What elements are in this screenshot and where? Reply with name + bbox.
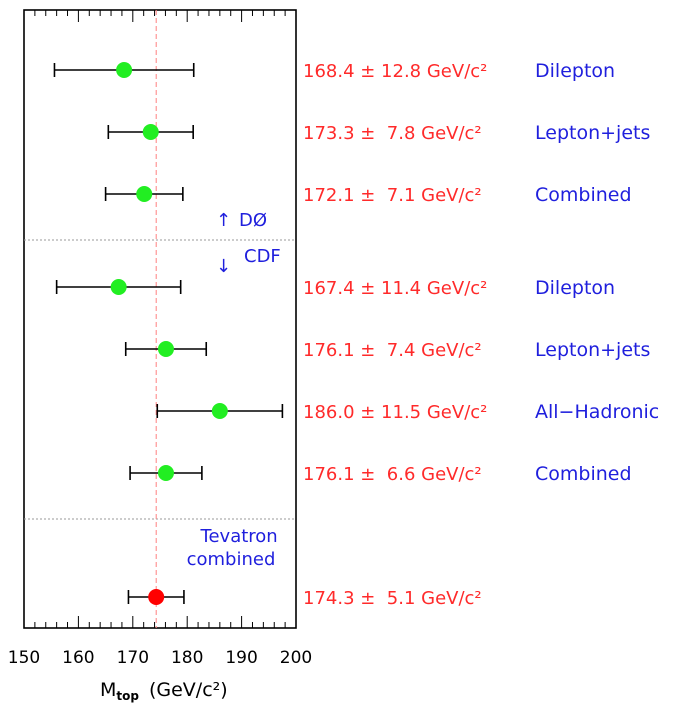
x-tick-label: 160	[62, 648, 94, 668]
x-tick-label: 200	[280, 648, 312, 668]
value-label: 168.4 ± 12.8 GeV/c²	[303, 61, 487, 82]
value-label: 173.3 ± 7.8 GeV/c²	[303, 123, 482, 144]
data-point	[110, 279, 127, 295]
measurement-name: Combined	[535, 463, 632, 485]
value-label: 174.3 ± 5.1 GeV/c²	[303, 588, 482, 609]
x-tick-label: 180	[171, 648, 203, 668]
value-label: 176.1 ± 6.6 GeV/c²	[303, 464, 482, 485]
data-point	[116, 62, 133, 78]
data-point	[157, 465, 174, 481]
cdf-arrow: ↓	[216, 256, 231, 277]
measurement-labels: 168.4 ± 12.8 GeV/c² Dilepton 173.3 ± 7.8 G…	[303, 60, 659, 609]
x-axis-symbol: M	[100, 679, 116, 701]
plot-frame	[23, 9, 297, 629]
measurement-name: Combined	[535, 184, 632, 206]
d0-arrow: ↑	[216, 210, 231, 231]
cdf-label: CDF	[244, 246, 281, 267]
d0-label: DØ	[239, 210, 267, 231]
measurement-name: Lepton+jets	[535, 339, 650, 361]
value-label: 167.4 ± 11.4 GeV/c²	[303, 278, 487, 299]
measurements	[53, 62, 284, 605]
x-tick-label: 190	[225, 648, 257, 668]
data-point	[142, 124, 159, 140]
x-axis-subscript: top	[116, 689, 139, 703]
data-point	[211, 403, 228, 419]
x-axis-title: Mtop (GeV/c²)	[100, 679, 228, 703]
measurement-name: Dilepton	[535, 277, 615, 299]
value-label: 186.0 ± 11.5 GeV/c²	[303, 402, 487, 423]
x-axis: 150 160 170 180 190 200	[8, 10, 312, 668]
x-tick-label: 170	[117, 648, 149, 668]
measurement-name: All−Hadronic	[535, 401, 659, 423]
measurement-name: Lepton+jets	[535, 122, 650, 144]
x-axis-unit: (GeV/c²)	[149, 679, 228, 701]
data-point	[136, 186, 153, 202]
measurement-name: Dilepton	[535, 60, 615, 82]
value-label: 172.1 ± 7.1 GeV/c²	[303, 185, 482, 206]
data-point	[148, 589, 165, 605]
tevatron-combined-label: Tevatron combined	[187, 526, 284, 570]
separators	[24, 239, 296, 520]
x-tick-label: 150	[8, 648, 40, 668]
data-point	[157, 341, 174, 357]
value-label: 176.1 ± 7.4 GeV/c²	[303, 340, 482, 361]
